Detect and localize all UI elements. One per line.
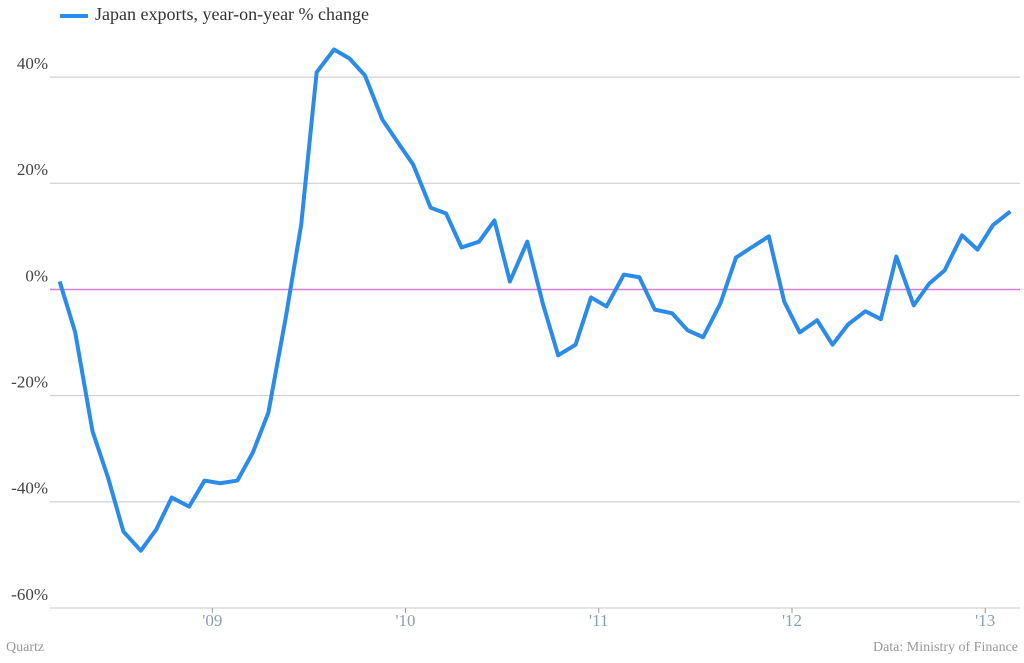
y-tick-label: -40% bbox=[11, 479, 48, 498]
y-tick-label: -20% bbox=[11, 373, 48, 392]
y-tick-label: 20% bbox=[17, 160, 48, 179]
source: Data: Ministry of Finance bbox=[873, 640, 1018, 655]
x-tick-label: '13 bbox=[975, 611, 995, 630]
y-tick-label: -60% bbox=[11, 585, 48, 604]
y-tick-label: 40% bbox=[17, 54, 48, 73]
line bbox=[57, 47, 1012, 553]
legend-label: Japan exports, year-on-year % change bbox=[95, 4, 369, 24]
x-tick-label: '09 bbox=[202, 611, 222, 630]
x-tick-label: '10 bbox=[395, 611, 415, 630]
x-tick-label: '12 bbox=[782, 611, 802, 630]
y-tick-label: 0% bbox=[25, 266, 48, 285]
credit: Quartz bbox=[6, 640, 44, 655]
x-tick-label: '11 bbox=[589, 611, 608, 630]
